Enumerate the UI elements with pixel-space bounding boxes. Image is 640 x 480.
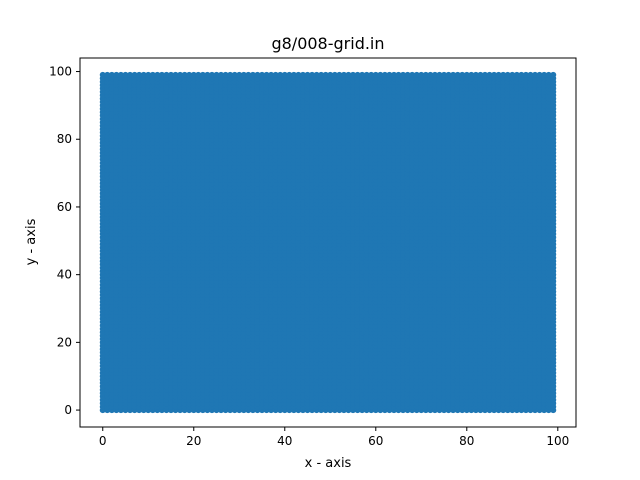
data-points — [99, 71, 557, 414]
data-point — [113, 71, 120, 78]
data-point — [122, 71, 129, 78]
chart-title: g8/008-grid.in — [271, 34, 384, 53]
data-point — [131, 71, 138, 78]
data-point — [99, 71, 106, 78]
data-point — [108, 71, 115, 78]
data-point — [136, 71, 143, 78]
data-point — [104, 71, 111, 78]
data-point — [127, 71, 134, 78]
data-point — [117, 71, 124, 78]
